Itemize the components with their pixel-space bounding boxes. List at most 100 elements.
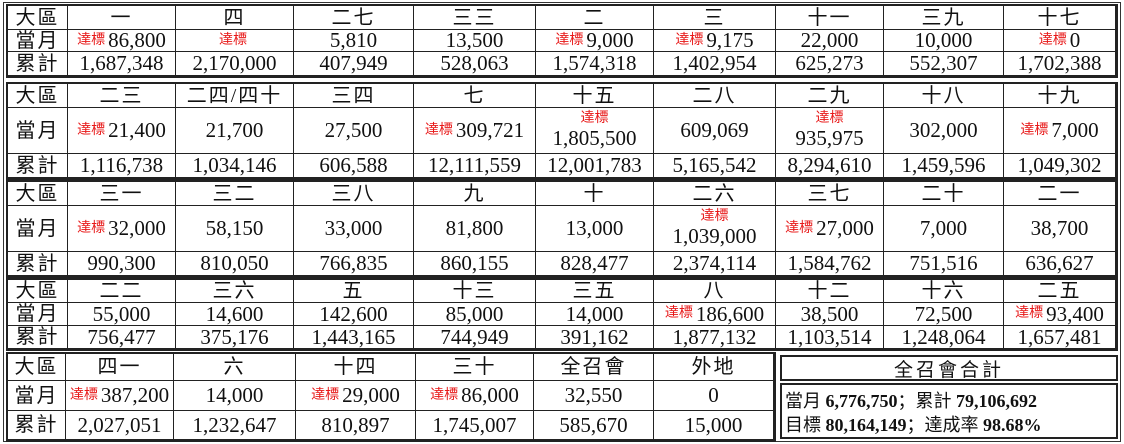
target-reached-tag: 達標 [77, 220, 106, 236]
summary-cum-label: 累計 [915, 391, 952, 411]
region-name: 二 [536, 6, 654, 30]
month-value: 72,500 [914, 303, 973, 326]
month-value: 5,810 [329, 30, 378, 52]
month-value-cell: 達標 0 [1004, 30, 1116, 52]
region-name: 二五 [1004, 280, 1116, 303]
cumulative-value: 606,588 [294, 154, 414, 178]
month-value-cell: 13,000 [536, 206, 654, 252]
month-value: 27,000 [816, 216, 874, 240]
target-reached-tag: 達標 [664, 306, 693, 321]
cumulative-value: 1,584,762 [776, 252, 884, 276]
month-value: 609,069 [680, 118, 749, 142]
cumulative-value: 391,162 [536, 326, 654, 349]
summary-title: 全召會合計 [780, 355, 1118, 381]
month-value: 27,500 [324, 118, 383, 142]
row-label-cumulative: 累計 [8, 154, 68, 178]
region-name: 十六 [884, 280, 1004, 303]
target-reached-tag: 達標 [700, 209, 729, 224]
month-value: 33,000 [324, 216, 383, 240]
region-name: 五 [294, 280, 414, 303]
region-name: 六 [174, 354, 296, 381]
region-name: 十七 [1004, 6, 1116, 30]
cumulative-value: 12,111,559 [414, 154, 536, 178]
month-value: 58,150 [205, 216, 264, 240]
cumulative-value: 407,949 [294, 52, 414, 76]
cumulative-value: 1,687,348 [68, 52, 176, 76]
month-value-cell: 58,150 [176, 206, 294, 252]
cumulative-value: 1,745,007 [416, 411, 534, 440]
month-value-cell: 142,600 [294, 303, 414, 326]
month-value-cell: 達標 9,175 [654, 30, 776, 52]
month-value-cell: 38,500 [776, 303, 884, 326]
month-value: 21,700 [205, 118, 264, 142]
month-value: 21,400 [108, 118, 166, 142]
cumulative-value: 828,477 [536, 252, 654, 276]
month-value: 1,039,000 [672, 224, 757, 248]
region-name: 二七 [294, 6, 414, 30]
month-value: 142,600 [319, 303, 388, 326]
summary-rate-label: 達成率 [924, 415, 979, 435]
region-name: 四 [176, 6, 294, 30]
month-value: 186,600 [695, 303, 765, 326]
cumulative-value: 1,702,388 [1004, 52, 1116, 76]
cumulative-value: 1,574,318 [536, 52, 654, 76]
month-value-cell: 38,700 [1004, 206, 1116, 252]
cumulative-value: 625,273 [776, 52, 884, 76]
row-label-month: 當月 [8, 108, 68, 154]
month-value: 309,721 [455, 118, 525, 142]
region-name: 三五 [536, 280, 654, 303]
month-value-cell: 22,000 [776, 30, 884, 52]
region-name: 八 [654, 280, 776, 303]
month-value: 0 [1069, 30, 1081, 52]
summary-line-1: 當月 6,776,750；累計 79,106,692 [785, 389, 1113, 413]
month-value: 9,000 [586, 30, 634, 52]
cumulative-value: 1,116,738 [68, 154, 176, 178]
cumulative-value: 2,170,000 [176, 52, 294, 76]
cumulative-value: 636,627 [1004, 252, 1116, 276]
cumulative-value: 810,050 [176, 252, 294, 276]
month-value-cell: 達標 935,975 [776, 108, 884, 154]
month-value: 0 [708, 383, 719, 407]
row-label-cumulative: 累計 [8, 252, 68, 276]
row-label-region: 大區 [8, 182, 68, 206]
cumulative-value: 2,374,114 [654, 252, 776, 276]
region-block: 大區一四二七 三三二三十一 三九 十七 當月 達標 86,800 達標 5,810 13,500 達… [6, 4, 1118, 78]
region-name: 十五 [536, 84, 654, 108]
month-value: 32,000 [108, 216, 166, 240]
region-name: 二九 [776, 84, 884, 108]
target-reached-tag: 達標 [675, 32, 704, 48]
month-value-cell: 達標 27,000 [776, 206, 884, 252]
region-name: 三六 [176, 280, 294, 303]
month-value-cell: 達標 21,400 [68, 108, 176, 154]
row-label-region: 大區 [8, 84, 68, 108]
month-value-cell: 達標 387,200 [66, 381, 174, 411]
separator: ； [906, 415, 925, 435]
target-reached-tag: 達標 [815, 111, 844, 126]
cumulative-value: 1,657,481 [1004, 326, 1116, 349]
month-value: 81,800 [445, 216, 504, 240]
month-value-cell: 達標 309,721 [414, 108, 536, 154]
month-value: 14,000 [205, 383, 264, 407]
cumulative-value: 8,294,610 [776, 154, 884, 178]
month-value: 55,000 [92, 303, 151, 326]
cumulative-value: 810,897 [296, 411, 416, 440]
month-value: 86,000 [461, 383, 519, 407]
cumulative-value: 1,877,132 [654, 326, 776, 349]
summary-panel: 全召會合計 當月 6,776,750；累計 79,106,692 目標 80,1… [780, 355, 1120, 441]
month-value-cell: 32,550 [534, 381, 654, 411]
month-value-cell: 27,500 [294, 108, 414, 154]
month-value-cell: 13,500 [414, 30, 536, 52]
month-value: 13,000 [565, 216, 624, 240]
month-value: 7,000 [919, 216, 968, 240]
region-name: 十 [536, 182, 654, 206]
target-reached-tag: 達標 [77, 32, 106, 48]
month-value: 387,200 [100, 383, 170, 407]
region-name: 三一 [68, 182, 176, 206]
region-name: 二六 [654, 182, 776, 206]
region-name: 七 [414, 84, 536, 108]
target-reached-tag: 達標 [785, 220, 814, 236]
month-value-cell: 0 [654, 381, 774, 411]
row-label-region: 大區 [8, 354, 66, 381]
summary-month-value: 6,776,750 [825, 391, 898, 411]
cumulative-value: 528,063 [414, 52, 536, 76]
